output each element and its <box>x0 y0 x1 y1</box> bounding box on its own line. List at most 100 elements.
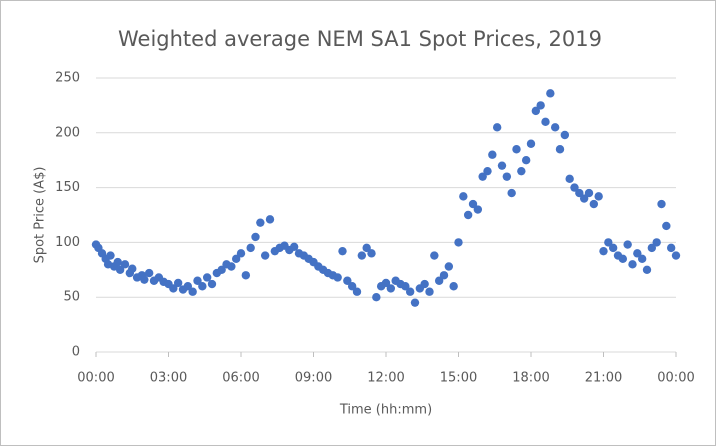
point <box>405 287 415 296</box>
point <box>140 275 149 284</box>
point <box>541 117 550 127</box>
point <box>633 249 642 258</box>
point <box>546 89 555 98</box>
x-tick-label: 15:00 <box>440 371 477 386</box>
point <box>647 243 657 253</box>
point <box>410 298 420 307</box>
point <box>536 101 545 110</box>
y-tick-label: 50 <box>63 290 80 305</box>
point <box>594 192 603 201</box>
point <box>120 260 130 269</box>
point <box>333 273 342 282</box>
x-tick-label: 00:00 <box>657 371 694 386</box>
point <box>367 249 376 258</box>
point <box>113 257 122 267</box>
point <box>115 265 125 274</box>
point <box>531 106 541 116</box>
point <box>488 150 497 159</box>
point <box>662 221 671 231</box>
x-tick-label: 09:00 <box>295 371 332 386</box>
point <box>241 271 251 280</box>
point <box>188 287 197 296</box>
x-tick-label: 18:00 <box>512 371 549 386</box>
point <box>430 251 439 260</box>
point <box>128 264 137 273</box>
point <box>642 265 652 274</box>
point <box>497 161 507 170</box>
point <box>555 145 565 154</box>
point <box>657 199 666 209</box>
point <box>198 282 207 291</box>
point <box>439 271 449 280</box>
point <box>608 243 618 253</box>
point <box>449 282 458 291</box>
point <box>459 192 468 201</box>
point <box>420 279 429 289</box>
point <box>628 260 637 269</box>
point <box>604 238 613 247</box>
point <box>246 243 255 253</box>
chart-title: Weighted average NEM SA1 Spot Prices, 20… <box>118 27 602 51</box>
point <box>169 284 178 293</box>
point <box>512 145 521 154</box>
point <box>357 251 367 260</box>
y-tick-label: 0 <box>72 345 80 360</box>
point <box>251 232 260 242</box>
point <box>256 218 265 227</box>
point <box>338 246 347 256</box>
point <box>386 284 396 293</box>
point <box>570 183 579 192</box>
point <box>227 262 236 271</box>
point <box>401 282 410 291</box>
point <box>550 123 560 132</box>
point <box>265 215 275 224</box>
y-tick-label: 250 <box>55 71 80 86</box>
point <box>173 278 183 288</box>
point <box>521 156 531 165</box>
y-tick-label: 100 <box>55 235 80 250</box>
point <box>589 199 599 209</box>
point <box>444 262 454 271</box>
point <box>425 287 434 296</box>
point <box>347 282 357 291</box>
x-axis-label: Time (hh:mm) <box>339 403 432 418</box>
point <box>144 268 154 278</box>
x-tick-label: 03:00 <box>150 371 187 386</box>
point <box>502 172 512 181</box>
point <box>193 276 202 285</box>
point <box>217 265 226 274</box>
point <box>289 242 299 251</box>
point <box>671 251 681 260</box>
point <box>183 282 193 291</box>
point <box>637 254 647 264</box>
point <box>623 240 632 249</box>
point <box>207 279 217 289</box>
point <box>352 287 362 296</box>
point <box>652 238 661 247</box>
point <box>599 246 608 256</box>
point <box>362 243 371 253</box>
point <box>454 238 463 247</box>
point <box>468 199 478 209</box>
y-tick-label: 150 <box>55 180 80 195</box>
point <box>372 293 381 302</box>
point <box>463 210 473 220</box>
point <box>560 130 570 140</box>
point <box>517 166 526 176</box>
point <box>260 251 270 260</box>
point <box>478 172 487 181</box>
point <box>565 174 574 184</box>
y-axis-label: Spot Price (A$) <box>33 167 48 264</box>
point <box>584 188 594 198</box>
point <box>483 166 492 176</box>
point <box>381 278 391 288</box>
point <box>579 194 589 203</box>
x-tick-label: 21:00 <box>585 371 622 386</box>
x-tick-label: 06:00 <box>222 371 259 386</box>
point <box>666 243 676 253</box>
x-tick-label: 00:00 <box>77 371 114 386</box>
point <box>202 273 212 282</box>
point <box>526 139 536 148</box>
